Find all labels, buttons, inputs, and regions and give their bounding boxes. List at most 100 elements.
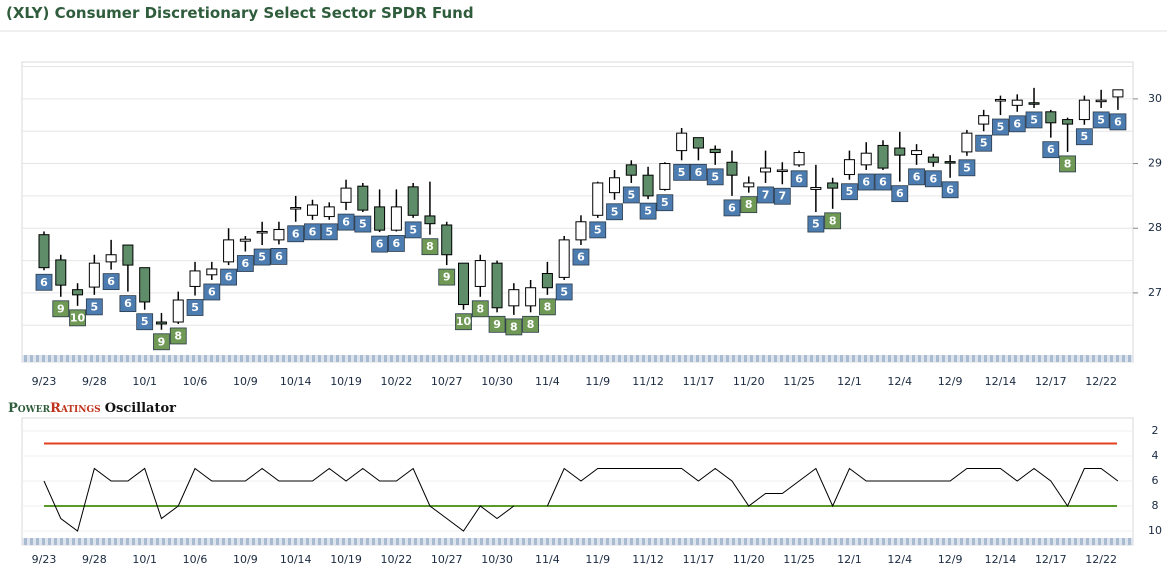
candle-body [105, 254, 117, 263]
rating-label: 5 [1097, 113, 1105, 126]
rating-box [1109, 113, 1127, 131]
candle-body [860, 152, 872, 166]
candle-body [625, 164, 637, 176]
candle-body [1011, 99, 1023, 106]
rating-label: 6 [695, 166, 703, 179]
candle-body [877, 144, 889, 169]
candle-body [944, 161, 956, 164]
rating-box [673, 163, 691, 181]
rating-box [841, 183, 858, 201]
rating-box [471, 300, 489, 318]
candle-body [642, 174, 654, 197]
y-tick-label: 28 [1148, 221, 1162, 234]
rating-box [304, 223, 321, 241]
candle-body [676, 132, 688, 152]
rating-label: 8 [476, 302, 484, 315]
y-tick-label: 2 [1152, 424, 1159, 437]
candle-body [1078, 99, 1090, 121]
rating-label: 6 [309, 225, 317, 238]
rating-box [589, 221, 607, 239]
rating-box [924, 170, 942, 188]
oscillator-line [43, 467, 1119, 532]
rating-label: 8 [544, 300, 552, 313]
rating-box [622, 186, 640, 204]
rating-label: 7 [762, 188, 770, 201]
rating-box [656, 194, 674, 212]
rating-box [438, 268, 456, 286]
x-tick-label: 11/4 [535, 553, 560, 566]
candle-body [760, 167, 772, 173]
rating-label: 6 [342, 216, 350, 229]
rating-label: 6 [930, 172, 938, 185]
rating-label: 5 [812, 218, 820, 231]
rating-label: 6 [208, 285, 216, 298]
candle-body [172, 299, 184, 323]
x-tick-label: 9/28 [82, 553, 107, 566]
rating-box [958, 159, 976, 177]
rating-box [236, 255, 254, 272]
rating-label: 5 [560, 285, 568, 298]
x-tick-label: 9/23 [32, 375, 57, 388]
rating-label: 5 [359, 218, 367, 231]
rating-box [371, 235, 389, 253]
rating-label: 5 [963, 161, 971, 174]
rating-box [824, 212, 842, 230]
candle-body [961, 132, 973, 153]
candle-body [306, 204, 318, 216]
candle-body [407, 186, 419, 216]
rating-box [807, 215, 825, 233]
rating-box [270, 247, 288, 265]
x-tick-label: 11/25 [783, 553, 815, 566]
candle-body [390, 206, 402, 231]
x-tick-label: 11/17 [683, 553, 715, 566]
oscillator-title: PowerRatings Oscillator [8, 401, 176, 416]
rating-box [488, 315, 506, 333]
rating-label: 6 [124, 297, 132, 310]
candle-body [38, 234, 50, 269]
x-tick-label: 11/20 [733, 375, 765, 388]
candle-body [575, 221, 587, 241]
x-tick-label: 10/19 [330, 375, 362, 388]
candle-body [474, 260, 486, 287]
x-tick-label: 10/9 [233, 375, 258, 388]
rating-box [85, 298, 103, 316]
x-tick-label: 9/28 [82, 375, 107, 388]
x-tick-label: 10/6 [183, 553, 208, 566]
brand: Ratings [50, 401, 101, 416]
rating-box [69, 309, 86, 327]
rating-label: 5 [594, 223, 602, 236]
x-tick-label: 12/9 [938, 553, 963, 566]
rating-box [723, 199, 741, 217]
candle-body [1045, 111, 1057, 124]
x-tick-label: 12/1 [837, 553, 862, 566]
rating-box [404, 221, 422, 239]
rating-label: 6 [225, 271, 233, 284]
rating-label: 8 [745, 198, 753, 211]
candle-body [1095, 99, 1107, 103]
candle-body [55, 259, 67, 286]
rating-label: 8 [527, 318, 535, 331]
x-tick-label: 11/9 [585, 553, 610, 566]
rating-box [52, 300, 70, 318]
x-tick-label: 10/9 [233, 553, 258, 566]
candle-body [592, 182, 604, 216]
x-tick-label: 10/19 [330, 553, 362, 566]
x-tick-label: 10/22 [381, 375, 413, 388]
x-tick-label: 10/27 [431, 375, 463, 388]
candle-body [843, 159, 855, 176]
candle-body [290, 207, 302, 210]
rating-box [220, 268, 237, 286]
candle-body [827, 182, 839, 189]
rating-label: 6 [1013, 117, 1021, 130]
candle-body [894, 147, 906, 156]
rating-label: 5 [711, 170, 719, 183]
rating-label: 6 [862, 176, 870, 189]
x-tick-label: 11/9 [585, 375, 610, 388]
rating-label: 5 [258, 251, 266, 264]
candle-body [541, 273, 553, 289]
rating-box [253, 248, 271, 266]
y-tick-label: 10 [1148, 524, 1162, 537]
rating-label: 7 [778, 190, 786, 203]
rating-label: 5 [409, 223, 417, 236]
band [22, 355, 1133, 362]
